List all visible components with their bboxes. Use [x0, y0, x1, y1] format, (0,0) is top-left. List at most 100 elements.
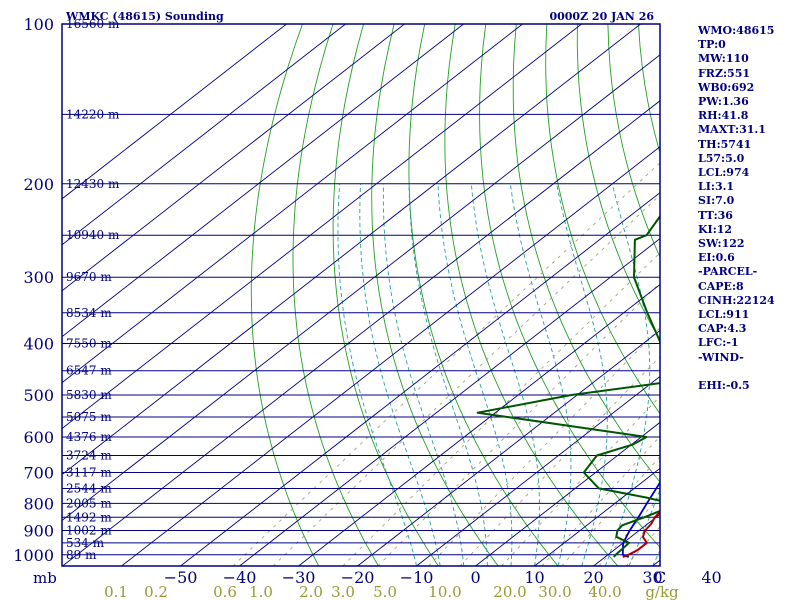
- height-label: 14220 m: [66, 107, 120, 121]
- index-item: PW:1.36: [698, 95, 749, 109]
- index-item: KI:12: [698, 222, 733, 236]
- indices-panel: WMO:48615 TP:0 MW:110 FRZ:551 WB0:692 PW:1.36…: [698, 24, 798, 393]
- index-item: TT:36: [698, 208, 733, 222]
- temperature-tick-label: 20: [583, 568, 603, 587]
- temperature-tick-label: −30: [282, 568, 316, 587]
- isotherm: [534, 467, 660, 566]
- moist-adiabat: [408, 183, 488, 566]
- background-lines: [62, 24, 660, 566]
- index-item: TH:5741: [698, 137, 752, 151]
- mixing-ratio-line: [232, 162, 660, 566]
- temperature-tick-label: 30: [642, 568, 662, 587]
- temperature-tick-label: −10: [400, 568, 434, 587]
- moist-adiabat: [470, 183, 540, 566]
- index-item: WMO:48615: [698, 24, 775, 37]
- index-item: EHI:-0.5: [698, 379, 750, 393]
- index-item: CAPE:8: [698, 279, 744, 293]
- moist-adiabat: [382, 183, 465, 566]
- dewpoint-trace: [476, 214, 660, 558]
- axis-labels: 16560 m 14220 m 12430 m 10940 m 9670 m 8534 m…: [13, 15, 721, 600]
- isotherm: [62, 24, 287, 200]
- index-item: CAP:4.3: [698, 322, 747, 336]
- mixing-ratio-label: 20.0: [493, 583, 526, 600]
- height-label: 2544 m: [66, 481, 112, 495]
- index-item: LI:3.1: [698, 180, 735, 194]
- pressure-tick-label: 700: [23, 464, 54, 483]
- index-item: LCL:974: [698, 166, 750, 180]
- pressure-unit-label: mb: [33, 569, 57, 587]
- mixing-ratio-label: 3.0: [331, 583, 355, 600]
- height-label: 1002 m: [66, 523, 112, 537]
- pressure-tick-label: 400: [23, 335, 54, 354]
- isotherm: [180, 192, 660, 566]
- height-label: 8534 m: [66, 306, 112, 320]
- plot-frame: [61, 23, 661, 567]
- pressure-tick-label: 1000: [13, 546, 54, 565]
- dry-adiabat: [444, 24, 619, 566]
- moist-adiabat: [337, 183, 418, 566]
- index-item: RH:41.8: [698, 109, 749, 123]
- pressure-tick-label: 200: [23, 175, 54, 194]
- isotherm: [475, 421, 660, 566]
- height-label: 7550 m: [66, 337, 112, 351]
- height-label: 534 m: [66, 536, 105, 550]
- index-item: -PARCEL-: [698, 265, 758, 279]
- dry-adiabat: [332, 24, 439, 566]
- height-label: 4376 m: [66, 430, 112, 444]
- pressure-tick-label: 500: [23, 386, 54, 405]
- temperature-trace: [622, 510, 660, 558]
- height-label: 9670 m: [66, 270, 112, 284]
- mixing-ratio-label: 5.0: [373, 583, 397, 600]
- height-label: 3724 m: [66, 448, 112, 462]
- temperature-tick-label: 40: [701, 568, 721, 587]
- pressure-tick-label: 300: [23, 268, 54, 287]
- height-label: 12430 m: [66, 177, 120, 191]
- dry-adiabat: [292, 24, 379, 566]
- height-label: 5075 m: [66, 410, 112, 424]
- isotherm: [357, 329, 660, 566]
- index-item: [698, 365, 798, 379]
- temperature-tick-label: 10: [524, 568, 544, 587]
- temperature-tick-label: 0: [470, 568, 480, 587]
- index-item: EI:0.6: [698, 251, 735, 265]
- dry-adiabat: [607, 24, 660, 258]
- dry-adiabat: [576, 24, 660, 341]
- temperature-tick-label: −40: [223, 568, 257, 587]
- temperature-tick-label: −50: [164, 568, 198, 587]
- chart-title: WMKC (48615) Sounding: [65, 10, 224, 23]
- temperature-tick-label: −20: [341, 568, 375, 587]
- pressure-tick-label: 900: [23, 521, 54, 540]
- dry-adiabat: [250, 24, 320, 566]
- index-item: SW:122: [698, 237, 745, 251]
- height-label: 2005 m: [66, 496, 112, 510]
- mixing-ratio-label: 0.2: [144, 583, 168, 600]
- parcel-trace: [621, 480, 660, 558]
- dry-adiabat: [479, 24, 660, 548]
- dry-adiabat: [512, 24, 660, 483]
- chart-date: 0000Z 20 JAN 26: [549, 10, 654, 23]
- mixing-ratio-label: 2.0: [299, 583, 323, 600]
- moist-adiabat: [437, 183, 513, 566]
- isotherm: [239, 238, 660, 566]
- index-item: FRZ:551: [698, 66, 751, 80]
- pressure-tick-label: 600: [23, 428, 54, 447]
- moist-adiabat: [556, 183, 608, 566]
- mixing-ratio-label: 30.0: [538, 583, 571, 600]
- temperature-tick-label: C: [654, 568, 666, 587]
- height-label: 5830 m: [66, 388, 112, 402]
- index-item: MW:110: [698, 52, 749, 66]
- index-item: -WIND-: [698, 350, 744, 364]
- sounding-profiles: [476, 214, 660, 558]
- mixing-ratio-label: 1.0: [249, 583, 273, 600]
- index-item: CINH:22124: [698, 293, 775, 307]
- pressure-tick-label: 100: [23, 15, 54, 34]
- height-label: 3117 m: [66, 466, 112, 480]
- dry-adiabat: [408, 24, 559, 566]
- mixing-ratio-label: 10.0: [428, 583, 461, 600]
- index-item: TP:0: [698, 38, 726, 52]
- height-label: 1492 m: [66, 510, 112, 524]
- height-label: 16560 m: [66, 17, 120, 31]
- mixing-ratio-label: 40.0: [588, 583, 621, 600]
- height-label: 89 m: [66, 548, 97, 562]
